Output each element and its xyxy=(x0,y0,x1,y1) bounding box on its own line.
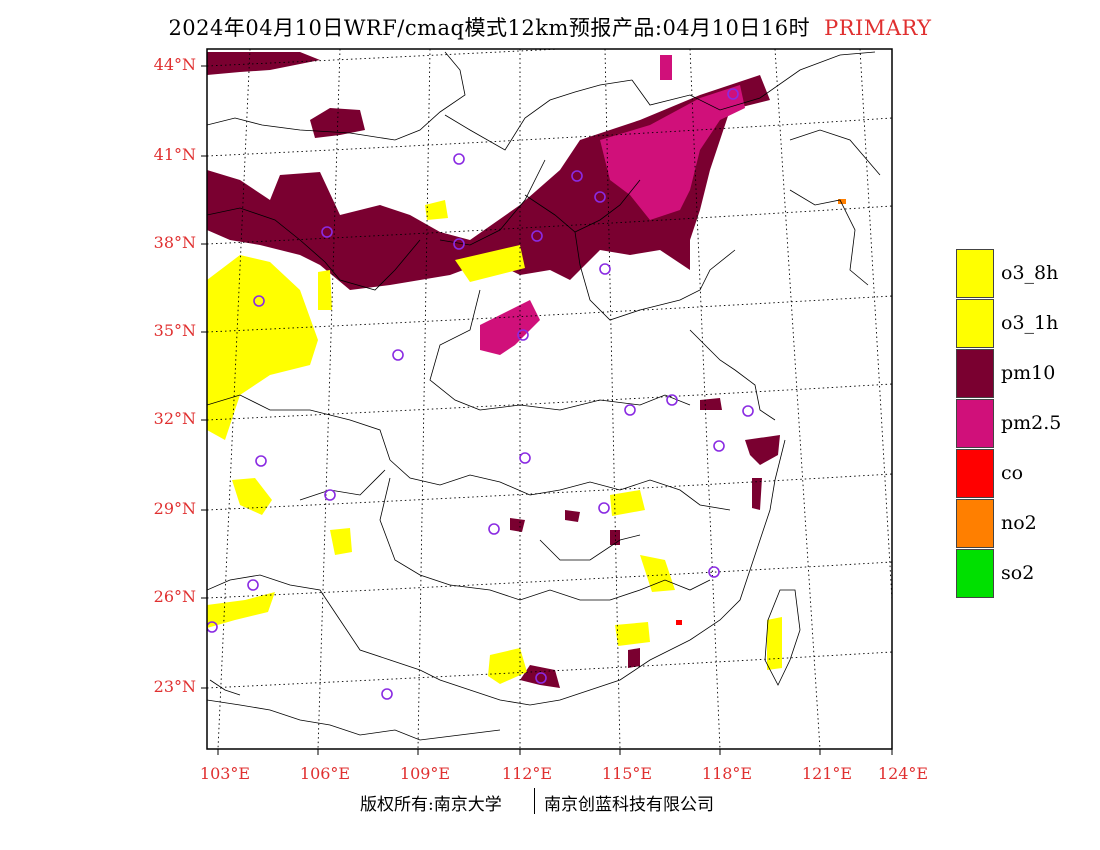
copyright-left: 版权所有:南京大学 xyxy=(360,795,502,815)
lon-label-118e: 118°E xyxy=(701,764,753,783)
copyright-footer: 版权所有:南京大学 南京创蓝科技有限公司 xyxy=(0,788,1100,820)
lon-label-121e: 121°E xyxy=(801,764,853,783)
legend-label: o3_1h xyxy=(1001,312,1059,334)
legend-label: pm10 xyxy=(1001,362,1056,384)
co-region xyxy=(676,620,682,625)
legend-item-pm10: pm10 xyxy=(956,349,1100,399)
legend-item-o3-8h: o3_8h xyxy=(956,249,1100,299)
legend-item-so2: so2 xyxy=(956,549,1100,599)
graticule xyxy=(207,49,892,749)
o3-regions xyxy=(207,200,782,684)
lon-label-115e: 115°E xyxy=(601,764,653,783)
map-frame xyxy=(206,48,893,750)
lat-label-38n: 38°N xyxy=(153,233,196,252)
legend-item-o3-1h: o3_1h xyxy=(956,299,1100,349)
lat-label-41n: 41°N xyxy=(153,145,196,164)
no2-region xyxy=(838,199,846,204)
lat-label-35n: 35°N xyxy=(153,321,196,340)
legend-swatch xyxy=(956,399,994,448)
legend-label: o3_8h xyxy=(1001,262,1059,284)
map-title-tag: PRIMARY xyxy=(824,16,932,40)
lon-label-103e: 103°E xyxy=(199,764,251,783)
legend-item-no2: no2 xyxy=(956,499,1100,549)
legend-swatch xyxy=(956,499,994,548)
lon-label-109e: 109°E xyxy=(399,764,451,783)
legend-swatch xyxy=(956,249,994,298)
legend-swatch xyxy=(956,449,994,498)
lat-label-26n: 26°N xyxy=(153,587,196,606)
legend-label: pm2.5 xyxy=(1001,412,1062,434)
legend-swatch xyxy=(956,349,994,398)
legend-item-co: co xyxy=(956,449,1100,499)
legend-label: co xyxy=(1001,462,1024,484)
legend-label: so2 xyxy=(1001,562,1035,584)
lat-label-23n: 23°N xyxy=(153,677,196,696)
pollutant-legend: o3_8h o3_1h pm10 pm2.5 co no2 so2 xyxy=(956,249,1100,599)
station-markers xyxy=(207,88,754,700)
legend-label: no2 xyxy=(1001,512,1037,534)
lon-label-124e: 124°E xyxy=(877,764,929,783)
map-title-main: 2024年04月10日WRF/cmaq模式12km预报产品:04月10日16时 xyxy=(168,16,811,40)
copyright-right: 南京创蓝科技有限公司 xyxy=(544,795,714,815)
province-boundaries xyxy=(207,51,881,741)
pm10-regions xyxy=(207,52,780,688)
footer-divider xyxy=(534,788,535,814)
lat-label-44n: 44°N xyxy=(153,55,196,74)
legend-swatch xyxy=(956,549,994,598)
map-plot-area xyxy=(207,49,892,749)
legend-item-pm25: pm2.5 xyxy=(956,399,1100,449)
lat-label-29n: 29°N xyxy=(153,499,196,518)
lon-label-112e: 112°E xyxy=(501,764,553,783)
axis-ticks xyxy=(201,65,893,755)
lon-label-106e: 106°E xyxy=(299,764,351,783)
lat-label-32n: 32°N xyxy=(153,409,196,428)
pm25-regions xyxy=(480,55,745,355)
map-title: 2024年04月10日WRF/cmaq模式12km预报产品:04月10日16时 P… xyxy=(0,12,1100,42)
legend-swatch xyxy=(956,299,994,348)
